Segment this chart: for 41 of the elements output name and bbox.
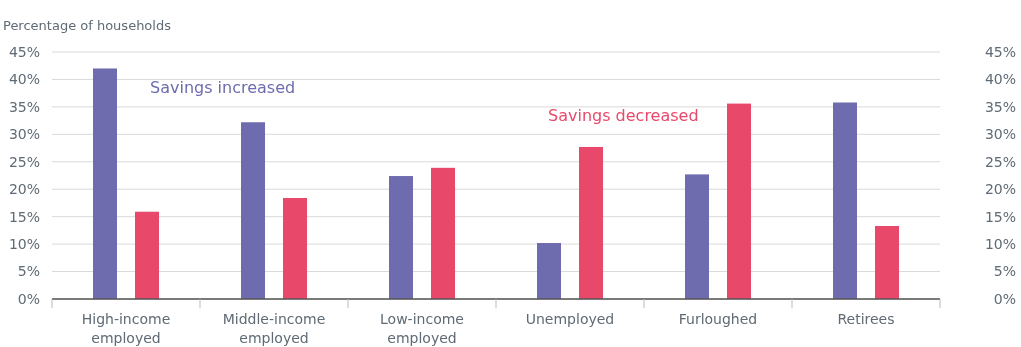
y-tick-label: 25% [8,153,40,170]
bar [135,211,159,299]
x-tick-label: Retirees [837,311,895,327]
y2-tick-label: 15% [984,208,1016,225]
x-tick-label: Furloughed [678,311,758,327]
y2-tick-label: 45% [984,43,1016,60]
bar [283,198,307,299]
y-tick-label: 35% [8,98,40,115]
y-tick-label: 0% [17,290,40,307]
bar [93,68,117,299]
bar [431,167,455,299]
y-tick-label: 5% [17,263,40,280]
y2-tick-label: 40% [984,71,1016,88]
bar [685,174,709,299]
y2-tick-label: 5% [993,263,1016,280]
y2-tick-label: 30% [984,126,1016,143]
bar [833,102,857,299]
y2-tick-label: 10% [984,236,1016,253]
bar [875,226,899,299]
bar [389,176,413,299]
y-tick-label: 20% [8,181,40,198]
y-tick-label: 30% [8,126,40,143]
text: Savings increased [150,78,296,98]
series-label: Savings decreased [548,105,699,125]
y-tick-label: 45% [8,43,40,60]
y-tick-label: 40% [8,71,40,88]
x-tick-label: High-income employed [81,311,171,346]
x-tick-label: Middle-income employed [222,311,326,346]
y2-tick-label: 20% [984,181,1016,198]
y-tick-label: 10% [8,236,40,253]
y-axis-title: Percentage of households [3,18,172,33]
bar [727,103,751,299]
bar [579,146,603,299]
y2-tick-label: 25% [984,153,1016,170]
x-tick-label: Unemployed [525,311,615,327]
bar [241,122,265,299]
x-tick-label: Low-income employed [380,311,464,346]
y2-tick-label: 35% [984,98,1016,115]
y2-tick-label: 0% [993,290,1016,307]
y-tick-label: 15% [8,208,40,225]
bar [537,243,561,299]
